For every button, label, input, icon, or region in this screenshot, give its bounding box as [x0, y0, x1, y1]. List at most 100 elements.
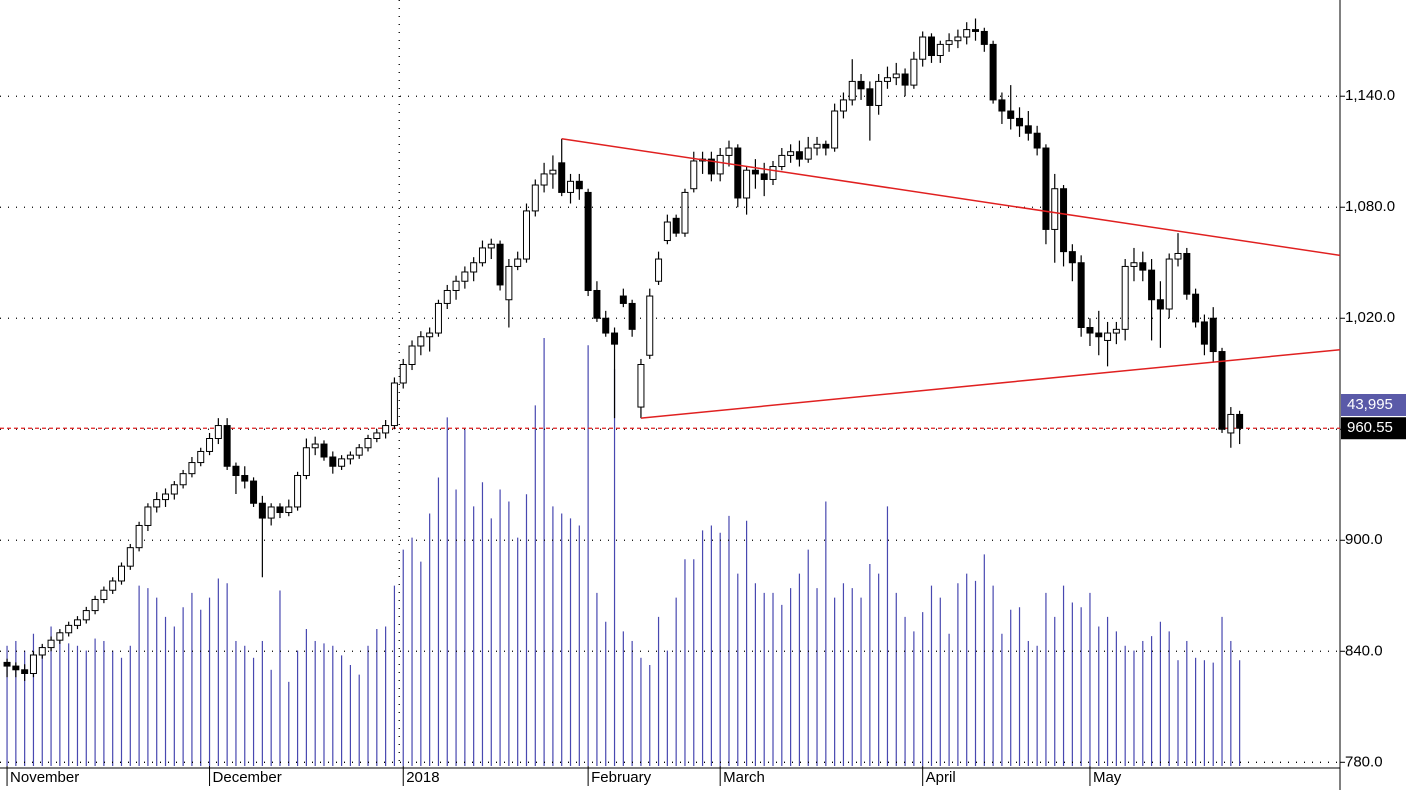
candle-body	[857, 80, 865, 90]
candle-body	[443, 289, 451, 304]
candle-body	[901, 73, 909, 86]
candle-body	[1068, 251, 1076, 264]
candle-body	[1112, 328, 1120, 334]
candle-body	[1192, 293, 1200, 323]
candle-body	[980, 30, 988, 45]
candle-body	[778, 154, 786, 168]
candle-body	[1060, 188, 1068, 253]
candle-body	[866, 88, 874, 106]
candle-body	[1077, 262, 1085, 328]
candle-body	[3, 661, 11, 667]
candle-body	[611, 332, 619, 345]
candle-body	[223, 425, 231, 467]
candle-body	[311, 443, 319, 449]
candle-body	[883, 77, 891, 82]
candle-body	[892, 73, 900, 79]
candle-body	[338, 458, 346, 467]
candle-body	[1051, 188, 1059, 230]
candle-body	[1183, 252, 1191, 295]
candle-body	[602, 317, 610, 334]
x-tick-label: March	[723, 769, 765, 786]
candle-body	[258, 502, 266, 519]
candle-body	[276, 506, 284, 514]
candle-body	[945, 40, 953, 45]
candle-body	[1165, 258, 1173, 310]
candle-body	[65, 624, 73, 634]
candle-body	[1148, 269, 1156, 301]
candle-body	[787, 151, 795, 156]
candle-body	[461, 271, 469, 282]
candle-body	[514, 258, 522, 267]
candle-body	[628, 302, 636, 330]
candle-body	[672, 217, 680, 234]
candle-body	[109, 580, 117, 591]
candle-body	[329, 456, 337, 467]
candle-body	[100, 589, 108, 600]
candle-body	[1200, 321, 1208, 345]
last-close-box	[1341, 417, 1406, 440]
y-tick-label: 1,080.0	[1345, 198, 1395, 215]
candle-body	[593, 289, 601, 319]
candle-body	[522, 210, 530, 260]
candle-body	[1209, 317, 1217, 353]
candle-body	[954, 36, 962, 42]
trendline	[561, 138, 1341, 257]
candle-body	[989, 43, 997, 101]
candle-body	[1121, 265, 1129, 330]
candle-body	[584, 191, 592, 291]
candle-body	[1104, 332, 1112, 341]
x-tick-label: November	[10, 769, 79, 786]
candle-body	[637, 363, 645, 408]
candle-body	[250, 480, 258, 504]
candle-body	[831, 110, 839, 149]
candle-body	[364, 438, 372, 449]
candle-body	[963, 29, 971, 38]
x-tick-label: December	[213, 769, 282, 786]
candle-body	[38, 647, 46, 656]
candle-body	[170, 484, 178, 495]
candle-body	[1007, 110, 1015, 119]
candle-body	[12, 665, 20, 671]
candle-body	[1016, 117, 1024, 127]
candle-body	[919, 36, 927, 60]
volume-label: 43,995	[1347, 396, 1393, 413]
candle-body	[487, 243, 495, 249]
candle-body	[619, 295, 627, 304]
x-tick-label: May	[1093, 769, 1122, 786]
candle-body	[232, 465, 240, 477]
candle-body	[663, 221, 671, 242]
candle-body	[751, 169, 759, 175]
candle-body	[117, 565, 125, 582]
last-close-label: 960.55	[1347, 419, 1393, 436]
candle-body	[434, 302, 442, 334]
candle-body	[206, 438, 214, 452]
candle-body	[188, 462, 196, 475]
candle-body	[162, 493, 170, 501]
candle-body	[1024, 125, 1032, 134]
candle-body	[373, 432, 381, 440]
candle-body	[804, 147, 812, 160]
candle-body	[1033, 132, 1041, 149]
candle-body	[567, 180, 575, 193]
candle-body	[346, 454, 354, 460]
candle-body	[267, 506, 275, 519]
candle-body	[470, 262, 478, 273]
candle-body	[972, 29, 980, 32]
candle-body	[681, 191, 689, 234]
candle-body	[760, 173, 768, 180]
candle-body	[655, 258, 663, 282]
candle-body	[179, 473, 187, 486]
x-tick-label: 2018	[406, 769, 439, 786]
candle-body	[1174, 252, 1182, 260]
candle-body	[417, 336, 425, 347]
candle-body	[575, 180, 583, 190]
candle-body	[839, 99, 847, 112]
candle-body	[549, 169, 557, 175]
x-tick-label: February	[591, 769, 652, 786]
candle-body	[734, 147, 742, 199]
candle-body	[690, 160, 698, 190]
candle-body	[294, 475, 302, 508]
candle-body	[390, 382, 398, 427]
candle-body	[910, 58, 918, 86]
candle-body	[998, 99, 1006, 112]
